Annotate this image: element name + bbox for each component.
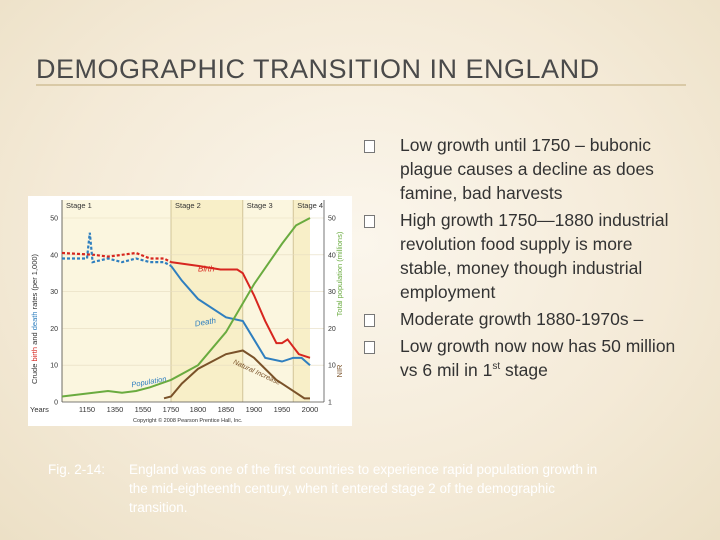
y-tick-right: 40 xyxy=(328,252,336,259)
x-tick-label: 1900 xyxy=(246,405,263,414)
stage-label: Stage 2 xyxy=(175,201,201,210)
y-tick-right: 50 xyxy=(328,216,336,223)
bullet-box-icon xyxy=(364,341,375,354)
bullet-text: Low growth now now has 50 million vs 6 m… xyxy=(400,336,676,380)
y-tick-left: 0 xyxy=(54,400,58,407)
death-line-early xyxy=(62,232,172,267)
caption-line: the mid-eighteenth century, when it ente… xyxy=(129,481,556,496)
x-tick-label: 1150 xyxy=(79,405,95,414)
x-tick-label: 1950 xyxy=(274,405,291,414)
title-underline xyxy=(36,84,686,86)
y-axis-right-label: Total population (millions) xyxy=(335,231,344,316)
stage-band xyxy=(293,200,310,402)
bullet-box-icon xyxy=(364,215,375,228)
x-tick-label: 2000 xyxy=(302,405,319,414)
bullet-list: Low growth until 1750 – bubonic plague c… xyxy=(358,133,678,382)
y-tick-right: 1 xyxy=(328,400,332,407)
death-line xyxy=(170,265,311,366)
caption-line: transition. xyxy=(129,500,188,515)
y-tick-right: 10 xyxy=(328,363,336,370)
figure-caption: Fig. 2-14: England was one of the first c… xyxy=(48,460,658,517)
stage-label: Stage 1 xyxy=(66,201,92,210)
y-tick-right: 20 xyxy=(328,326,336,333)
population-line xyxy=(61,217,311,398)
demographic-transition-chart: Stage 1 Stage 2 Stage 3 Stage 4 0 1 10 10 20 20 30… xyxy=(28,196,352,426)
stage-band xyxy=(62,200,171,402)
y-tick-right: 30 xyxy=(328,289,336,296)
caption-line: England was one of the first countries t… xyxy=(129,462,598,477)
y-tick-left: 10 xyxy=(50,363,58,370)
bullet-box-icon xyxy=(364,140,375,153)
y-axis-left-label: Crude birth and death rates (per 1,000) xyxy=(30,253,39,384)
bullet-item: High growth 1750—1880 industrial revolut… xyxy=(358,208,678,304)
y-axis-right-sublabel: NIR xyxy=(335,364,344,378)
stage-band xyxy=(242,200,294,402)
bullet-item: Moderate growth 1880-1970s – xyxy=(358,307,678,331)
x-tick-label: 1800 xyxy=(190,405,207,414)
series-label: Death xyxy=(194,316,217,329)
bullet-item: Low growth until 1750 – bubonic plague c… xyxy=(358,133,678,205)
stage-label: Stage 4 xyxy=(297,201,323,210)
y-tick-left: 50 xyxy=(50,216,58,223)
stage-label: Stage 3 xyxy=(247,201,273,210)
stage-band xyxy=(171,200,243,402)
slide-title: DEMOGRAPHIC TRANSITION IN ENGLAND xyxy=(36,54,600,84)
y-tick-left: 30 xyxy=(50,289,58,296)
series-label: Birth xyxy=(198,264,215,273)
x-tick-label: Years xyxy=(30,405,49,414)
birth-line-early xyxy=(61,251,172,264)
y-tick-left: 40 xyxy=(50,252,58,259)
bullet-text: Moderate growth 1880-1970s – xyxy=(400,309,644,329)
birth-line xyxy=(170,261,311,359)
x-tick-label: 1550 xyxy=(135,405,152,414)
caption-label: Fig. 2-14: xyxy=(48,462,106,477)
x-tick-label: 1750 xyxy=(163,405,180,414)
x-tick-label: 1850 xyxy=(218,405,235,414)
natural-increase-line xyxy=(163,349,310,400)
chart-copyright: Copyright © 2008 Pearson Prentice Hall, … xyxy=(133,417,243,424)
bullet-text: Low growth until 1750 – bubonic plague c… xyxy=(400,135,654,203)
y-tick-left: 20 xyxy=(50,326,58,333)
bullet-text: High growth 1750—1880 industrial revolut… xyxy=(400,210,669,302)
bullet-item: Low growth now now has 50 million vs 6 m… xyxy=(358,334,678,382)
bullet-box-icon xyxy=(364,314,375,327)
x-tick-label: 1350 xyxy=(107,405,124,414)
